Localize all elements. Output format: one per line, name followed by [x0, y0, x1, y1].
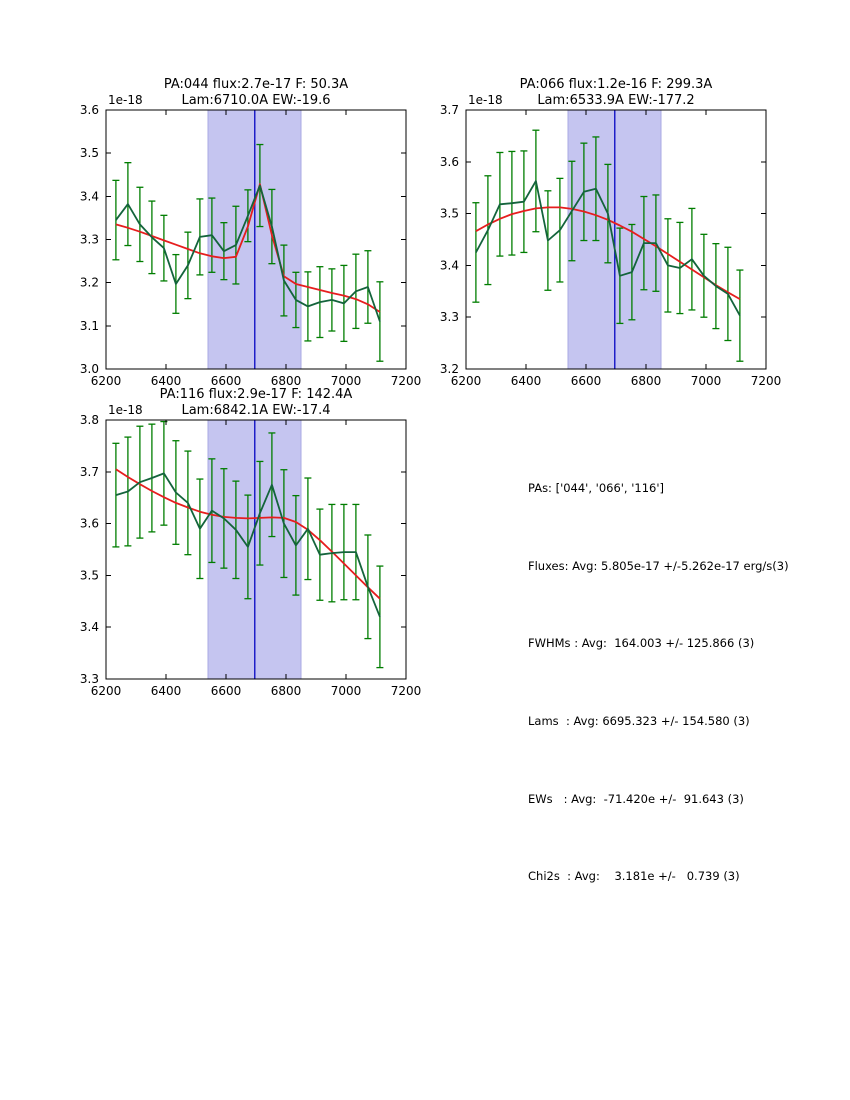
spectrum-line — [115, 472, 381, 618]
y-tick-label: 3.6 — [80, 517, 99, 531]
chart-title-line1: PA:116 flux:2.9e-17 F: 142.4A — [160, 387, 353, 402]
y-axis-offset-label: 1e-18 — [108, 403, 143, 417]
chart-pa044: 6200 6400 6600 6800 7000 72003.03.13.23.33.43… — [80, 77, 421, 388]
x-tick-label: 6400 — [511, 374, 542, 388]
y-tick-label: 3.7 — [80, 465, 99, 479]
chart-title-line2: Lam:6533.9A EW:-177.2 — [537, 93, 694, 108]
x-tick-label: 6200 — [451, 374, 482, 388]
chart-pa116: 6200 6400 6600 6800 7000 72003.33.43.53.63.73… — [80, 387, 421, 698]
axis-ticks — [105, 419, 407, 680]
x-tick-label: 7000 — [691, 374, 722, 388]
x-tick-label: 7200 — [391, 374, 422, 388]
y-tick-label: 3.7 — [440, 103, 459, 117]
y-tick-label: 3.3 — [440, 310, 459, 324]
x-tick-label: 7000 — [331, 684, 362, 698]
y-tick-label: 3.8 — [80, 413, 99, 427]
spectrum-line — [115, 184, 381, 322]
chart-title-line2: Lam:6842.1A EW:-17.4 — [181, 403, 330, 418]
x-tick-label: 7200 — [751, 374, 782, 388]
y-axis-offset-label: 1e-18 — [108, 93, 143, 107]
chart-title-line1: PA:066 flux:1.2e-16 F: 299.3A — [520, 77, 713, 92]
x-tick-label: 6400 — [151, 374, 182, 388]
y-tick-labels: 3.3 3.4 3.5 3.6 3.7 3.8 — [80, 413, 99, 686]
axis-ticks — [465, 109, 767, 370]
y-tick-label: 3.5 — [440, 207, 459, 221]
x-tick-label: 6800 — [271, 684, 302, 698]
axes-frame — [105, 419, 407, 680]
x-tick-label: 6400 — [151, 684, 182, 698]
x-tick-label: 7200 — [391, 684, 422, 698]
summary-line-lams: Lams : Avg: 6695.323 +/- 154.580 (3) — [528, 713, 750, 728]
y-tick-label: 3.6 — [80, 103, 99, 117]
axes-frame — [465, 109, 767, 370]
y-tick-label: 3.4 — [80, 620, 99, 634]
fit-line — [475, 206, 741, 300]
y-tick-label: 3.3 — [80, 233, 99, 247]
summary-panel: PAs: ['044', '066', '116'] Fluxes: Avg: … — [528, 424, 789, 942]
summary-line-chi2s: Chi2s : Avg: 3.181e +/- 0.739 (3) — [528, 869, 740, 884]
y-tick-label: 3.6 — [440, 155, 459, 169]
x-tick-label: 6800 — [271, 374, 302, 388]
y-axis-offset-label: 1e-18 — [468, 93, 503, 107]
x-tick-labels: 6200 6400 6600 6800 7000 7200 — [91, 684, 422, 698]
fit-line — [115, 468, 381, 600]
x-tick-labels: 6200 6400 6600 6800 7000 7200 — [91, 374, 422, 388]
x-tick-label: 6800 — [631, 374, 662, 388]
y-tick-label: 3.2 — [440, 362, 459, 376]
x-tick-labels: 6200 6400 6600 6800 7000 7200 — [451, 374, 782, 388]
x-tick-label: 6600 — [571, 374, 602, 388]
y-tick-labels: 3.0 3.1 3.2 3.3 3.4 3.5 3.6 — [80, 103, 99, 376]
y-tick-label: 3.1 — [80, 319, 99, 333]
x-tick-label: 6200 — [91, 374, 122, 388]
chart-title-line1: PA:044 flux:2.7e-17 F: 50.3A — [164, 77, 348, 92]
x-tick-label: 7000 — [331, 374, 362, 388]
summary-line-fluxes: Fluxes: Avg: 5.805e-17 +/-5.262e-17 erg/… — [528, 558, 789, 573]
chart-title-line2: Lam:6710.0A EW:-19.6 — [181, 93, 330, 108]
y-tick-label: 3.4 — [80, 189, 99, 203]
spectrum-line — [475, 180, 741, 317]
y-tick-labels: 3.2 3.3 3.4 3.5 3.6 3.7 — [440, 103, 459, 376]
y-tick-label: 3.4 — [440, 258, 459, 272]
summary-line-ews: EWs : Avg: -71.420e +/- 91.643 (3) — [528, 791, 744, 806]
x-tick-label: 6200 — [91, 684, 122, 698]
y-tick-label: 3.5 — [80, 146, 99, 160]
axis-ticks — [105, 109, 407, 370]
x-tick-label: 6600 — [211, 684, 242, 698]
y-tick-label: 3.2 — [80, 276, 99, 290]
chart-pa066: 6200 6400 6600 6800 7000 72003.23.33.43.53.63… — [440, 77, 781, 388]
summary-line-pas: PAs: ['044', '066', '116'] — [528, 480, 665, 495]
y-tick-label: 3.3 — [80, 672, 99, 686]
x-tick-label: 6600 — [211, 374, 242, 388]
summary-line-fwhms: FWHMs : Avg: 164.003 +/- 125.866 (3) — [528, 636, 755, 651]
fit-line — [115, 183, 381, 313]
y-tick-label: 3.0 — [80, 362, 99, 376]
y-tick-label: 3.5 — [80, 568, 99, 582]
